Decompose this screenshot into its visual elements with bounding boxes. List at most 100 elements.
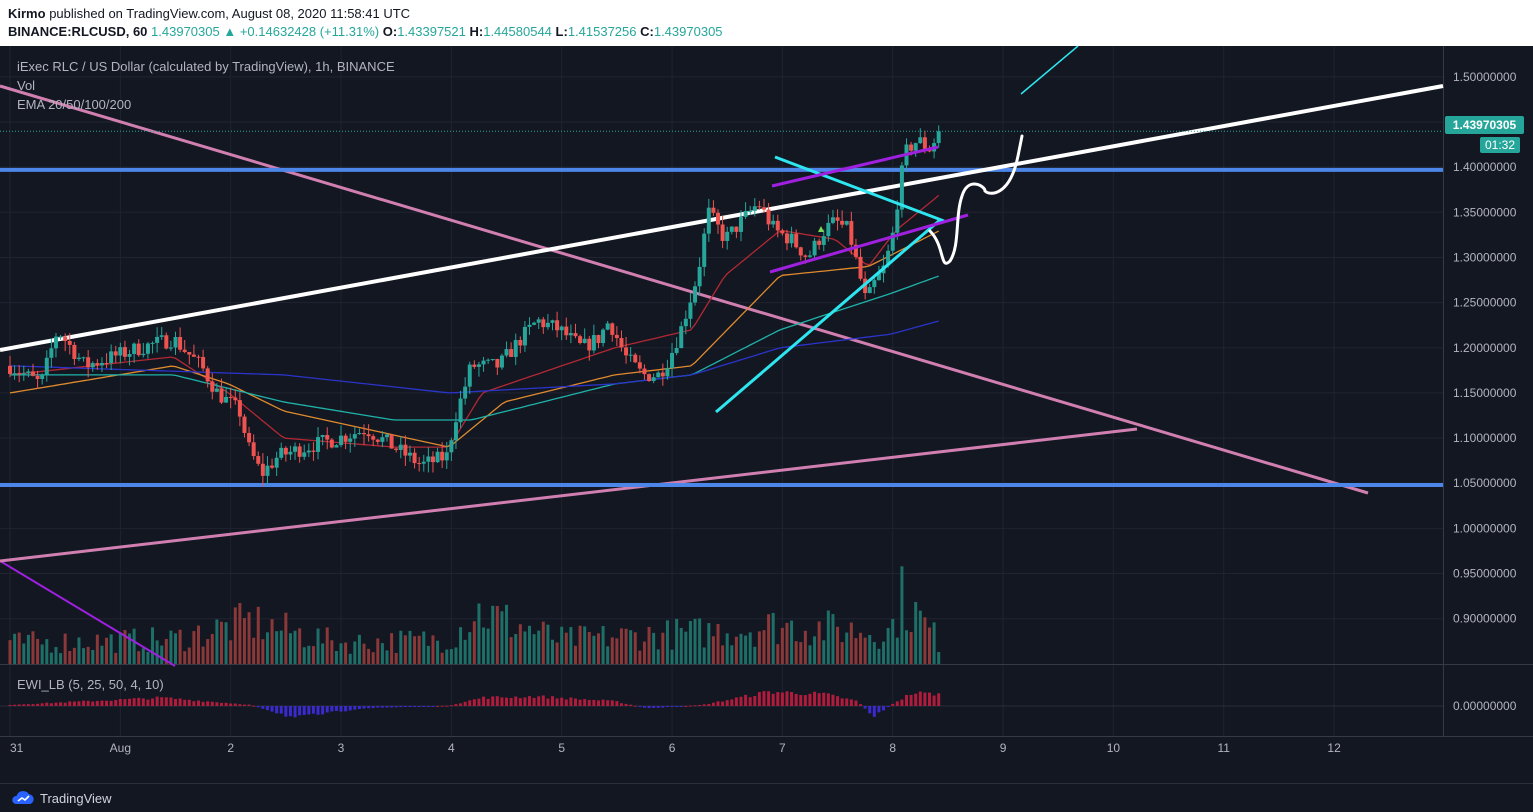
candle-body: [807, 255, 812, 257]
ema-line-3: [10, 275, 939, 421]
volume-bar: [178, 629, 182, 664]
candle-body: [136, 343, 141, 356]
tradingview-brand: TradingView: [40, 790, 112, 806]
oscillator-bar: [256, 706, 260, 708]
candle-body: [545, 322, 550, 328]
time-tick-label: 10: [1107, 741, 1121, 755]
candle-timer-badge: 01:32: [1480, 137, 1520, 153]
oscillator-bar: [670, 706, 674, 707]
volume-bar: [302, 647, 306, 664]
oscillator-bar: [537, 696, 541, 706]
oscillator-bar: [26, 704, 30, 706]
volume-bar: [118, 632, 122, 664]
volume-bar: [721, 645, 725, 664]
volume-bar: [698, 618, 702, 664]
oscillator-bar: [275, 706, 279, 714]
candle-body: [688, 302, 693, 319]
candle-body: [844, 221, 849, 225]
candle-body: [288, 451, 293, 455]
oscillator-bar: [702, 704, 706, 706]
candle-body: [596, 335, 601, 344]
volume-bar: [734, 636, 738, 664]
candle-body: [164, 335, 169, 349]
oscillator-bar: [629, 704, 633, 706]
author-name[interactable]: Kirmo: [8, 6, 46, 21]
volume-bar: [803, 630, 807, 664]
candle-body: [513, 339, 518, 357]
oscillator-bar: [799, 694, 803, 706]
volume-bar: [757, 631, 761, 664]
candle-body: [729, 226, 734, 232]
oscillator-bar: [822, 692, 826, 706]
volume-bar: [794, 641, 798, 664]
oscillator-bar: [698, 704, 702, 706]
chart-area[interactable]: 1.500000001.450000001.400000001.35000000…: [0, 46, 1533, 783]
volume-bar: [500, 611, 504, 664]
volume-bar: [238, 603, 242, 664]
volume-bar: [22, 643, 26, 664]
candle-body: [426, 456, 431, 462]
chart-canvas[interactable]: 1.500000001.450000001.400000001.35000000…: [0, 46, 1533, 783]
volume-bar: [8, 640, 12, 664]
volume-bar: [59, 653, 63, 664]
volume-bar: [528, 625, 532, 664]
time-tick-label: 5: [558, 741, 565, 755]
candle-body: [656, 372, 661, 378]
oscillator-legend: EWI_LB (5, 25, 50, 4, 10): [17, 677, 164, 692]
candle-body: [886, 250, 891, 266]
oscillator-bar: [224, 702, 228, 706]
tradingview-logo[interactable]: TradingView: [10, 790, 112, 806]
candle-body: [582, 338, 587, 343]
volume-bar: [762, 630, 766, 664]
oscillator-bar: [132, 698, 136, 706]
oscillator-bar: [183, 699, 187, 706]
oscillator-bar: [780, 692, 784, 706]
pattern-drawings: [715, 134, 1024, 414]
oscillator-bar: [877, 706, 881, 713]
oscillator-bar: [100, 700, 104, 706]
candle-body: [798, 247, 803, 256]
time-tick-label: 6: [669, 741, 676, 755]
candle-body: [605, 323, 610, 330]
volume-bar: [146, 651, 150, 664]
candle-body: [789, 233, 794, 244]
candle-body: [803, 255, 808, 257]
volume-bar: [863, 637, 867, 664]
candle-body: [40, 374, 45, 379]
time-axis: 31 Aug 2 3 4 5 6 7 8 9 10 11 12: [10, 741, 1341, 755]
oscillator-bar: [270, 706, 274, 712]
time-tick-label: Aug: [110, 741, 131, 755]
candle-body: [178, 336, 183, 350]
volume-bar: [551, 639, 555, 664]
candle-body: [532, 322, 537, 325]
candle-body: [81, 357, 86, 359]
oscillator-bar: [463, 701, 467, 706]
volume-bar: [357, 634, 361, 664]
oscillator-bar: [633, 705, 637, 707]
oscillator-bar: [573, 698, 577, 706]
oscillator-bar: [509, 697, 513, 706]
volume-bar: [730, 645, 734, 664]
oscillator-bar: [164, 697, 168, 706]
candle-body: [357, 433, 362, 435]
candle-body: [913, 143, 918, 151]
volume-bar: [495, 606, 499, 664]
publish-info: Kirmo published on TradingView.com, Augu…: [8, 6, 410, 21]
volume-bar: [790, 620, 794, 664]
candle-body: [830, 217, 835, 223]
volume-bar: [859, 632, 863, 664]
volume-bar: [132, 628, 136, 664]
candle-body: [219, 388, 224, 403]
oscillator-bar: [36, 703, 40, 706]
volume-bar: [661, 632, 665, 664]
price-change: +0.14632428 (+11.31%): [239, 24, 380, 39]
oscillator-bar: [376, 706, 380, 708]
volume-bar: [780, 627, 784, 664]
candle-body: [118, 347, 123, 356]
oscillator-bar: [229, 703, 233, 706]
ema-line-2: [9, 230, 939, 448]
volume-bar: [541, 621, 545, 664]
oscillator-bar: [68, 701, 72, 706]
volume-bar: [17, 632, 21, 664]
candle-body: [224, 396, 229, 403]
